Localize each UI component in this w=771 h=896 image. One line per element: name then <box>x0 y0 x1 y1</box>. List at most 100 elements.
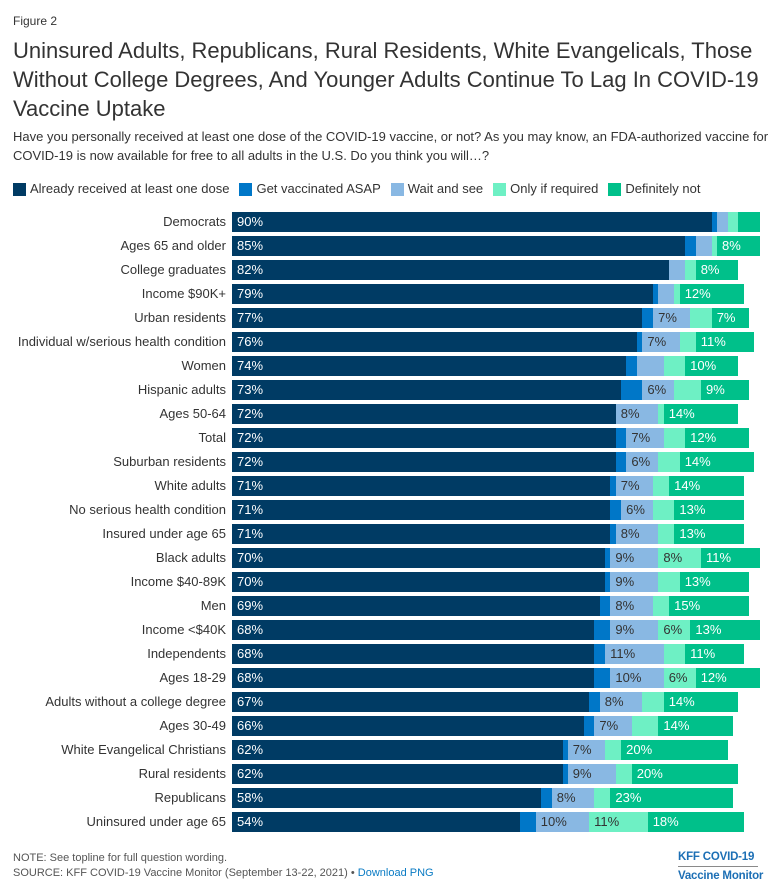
bar-segment-only-if-required[interactable] <box>711 236 717 256</box>
bar-segment-wait-and-see[interactable] <box>717 212 728 232</box>
bar-segment-wait-and-see[interactable] <box>535 812 590 832</box>
bar-segment-asap[interactable] <box>583 716 595 736</box>
bar-segment-wait-and-see[interactable] <box>605 644 664 664</box>
bar-segment-already-received[interactable] <box>232 500 611 520</box>
bar-segment-asap[interactable] <box>610 500 622 520</box>
bar-segment-only-if-required[interactable] <box>663 356 685 376</box>
bar-segment-only-if-required[interactable] <box>663 644 685 664</box>
bar-segment-already-received[interactable] <box>232 428 616 448</box>
bar-segment-definitely-not[interactable] <box>610 788 733 808</box>
bar-segment-only-if-required[interactable] <box>663 668 696 688</box>
bar-segment-only-if-required[interactable] <box>679 332 696 352</box>
bar-segment-wait-and-see[interactable] <box>567 740 606 760</box>
bar-segment-only-if-required[interactable] <box>605 740 622 760</box>
bar-segment-definitely-not[interactable] <box>679 452 755 472</box>
bar-segment-wait-and-see[interactable] <box>669 260 686 280</box>
bar-segment-wait-and-see[interactable] <box>642 332 680 352</box>
bar-segment-asap[interactable] <box>605 548 611 568</box>
bar-segment-wait-and-see[interactable] <box>637 356 664 376</box>
bar-segment-wait-and-see[interactable] <box>615 404 659 424</box>
bar-segment-already-received[interactable] <box>232 236 686 256</box>
bar-segment-definitely-not[interactable] <box>695 668 760 688</box>
bar-segment-asap[interactable] <box>599 596 611 616</box>
bar-segment-already-received[interactable] <box>232 380 622 400</box>
bar-segment-asap[interactable] <box>541 788 552 808</box>
bar-segment-only-if-required[interactable] <box>663 428 685 448</box>
bar-segment-already-received[interactable] <box>232 692 590 712</box>
bar-segment-already-received[interactable] <box>232 668 595 688</box>
bar-segment-definitely-not[interactable] <box>701 380 749 400</box>
bar-segment-already-received[interactable] <box>232 284 654 304</box>
bar-segment-only-if-required[interactable] <box>658 524 675 544</box>
bar-segment-already-received[interactable] <box>232 476 611 496</box>
bar-segment-wait-and-see[interactable] <box>615 476 654 496</box>
bar-segment-already-received[interactable] <box>232 308 643 328</box>
bar-segment-definitely-not[interactable] <box>711 308 749 328</box>
bar-segment-definitely-not[interactable] <box>701 548 760 568</box>
bar-segment-wait-and-see[interactable] <box>567 764 616 784</box>
bar-segment-asap[interactable] <box>637 332 643 352</box>
bar-segment-definitely-not[interactable] <box>685 644 744 664</box>
bar-segment-definitely-not[interactable] <box>717 236 760 256</box>
bar-segment-already-received[interactable] <box>232 212 712 232</box>
bar-segment-only-if-required[interactable] <box>658 548 701 568</box>
bar-segment-asap[interactable] <box>605 572 611 592</box>
bar-segment-definitely-not[interactable] <box>674 524 744 544</box>
bar-segment-definitely-not[interactable] <box>621 740 728 760</box>
bar-segment-only-if-required[interactable] <box>653 476 670 496</box>
bar-segment-wait-and-see[interactable] <box>626 452 659 472</box>
bar-segment-wait-and-see[interactable] <box>551 788 595 808</box>
bar-segment-definitely-not[interactable] <box>669 476 744 496</box>
bar-segment-asap[interactable] <box>653 284 659 304</box>
bar-segment-already-received[interactable] <box>232 596 600 616</box>
bar-segment-wait-and-see[interactable] <box>610 620 659 640</box>
bar-segment-already-received[interactable] <box>232 356 627 376</box>
bar-segment-already-received[interactable] <box>232 332 638 352</box>
bar-segment-already-received[interactable] <box>232 404 616 424</box>
bar-segment-only-if-required[interactable] <box>658 620 691 640</box>
bar-segment-already-received[interactable] <box>232 812 520 832</box>
bar-segment-already-received[interactable] <box>232 620 595 640</box>
bar-segment-only-if-required[interactable] <box>658 452 680 472</box>
bar-segment-asap[interactable] <box>562 764 568 784</box>
bar-segment-wait-and-see[interactable] <box>642 380 675 400</box>
bar-segment-wait-and-see[interactable] <box>610 572 659 592</box>
bar-segment-only-if-required[interactable] <box>589 812 648 832</box>
bar-segment-already-received[interactable] <box>232 524 611 544</box>
bar-segment-wait-and-see[interactable] <box>658 284 675 304</box>
bar-segment-definitely-not[interactable] <box>695 260 739 280</box>
bar-segment-asap[interactable] <box>615 428 627 448</box>
bar-segment-only-if-required[interactable] <box>653 596 670 616</box>
bar-segment-only-if-required[interactable] <box>658 404 664 424</box>
bar-segment-asap[interactable] <box>562 740 568 760</box>
bar-segment-asap[interactable] <box>610 524 616 544</box>
bar-segment-asap[interactable] <box>642 308 654 328</box>
bar-segment-already-received[interactable] <box>232 740 563 760</box>
bar-segment-asap[interactable] <box>685 236 696 256</box>
kff-logo[interactable]: KFF COVID-19 Vaccine Monitor <box>678 850 763 883</box>
bar-segment-asap[interactable] <box>711 212 717 232</box>
bar-segment-asap[interactable] <box>594 668 611 688</box>
bar-segment-already-received[interactable] <box>232 260 670 280</box>
bar-segment-only-if-required[interactable] <box>631 716 659 736</box>
bar-segment-only-if-required[interactable] <box>727 212 739 232</box>
bar-segment-definitely-not[interactable] <box>679 284 744 304</box>
bar-segment-wait-and-see[interactable] <box>653 308 691 328</box>
bar-segment-asap[interactable] <box>519 812 536 832</box>
bar-segment-definitely-not[interactable] <box>663 692 739 712</box>
legend-item-asap[interactable]: Get vaccinated ASAP <box>239 181 381 197</box>
bar-segment-wait-and-see[interactable] <box>599 692 643 712</box>
bar-segment-definitely-not[interactable] <box>685 428 750 448</box>
bar-segment-only-if-required[interactable] <box>690 308 712 328</box>
bar-segment-only-if-required[interactable] <box>653 500 675 520</box>
bar-segment-asap[interactable] <box>594 620 611 640</box>
bar-segment-wait-and-see[interactable] <box>610 668 664 688</box>
bar-segment-already-received[interactable] <box>232 548 606 568</box>
bar-segment-wait-and-see[interactable] <box>621 500 654 520</box>
bar-segment-asap[interactable] <box>610 476 616 496</box>
bar-segment-already-received[interactable] <box>232 716 584 736</box>
bar-segment-already-received[interactable] <box>232 644 595 664</box>
bar-segment-asap[interactable] <box>626 356 638 376</box>
bar-segment-definitely-not[interactable] <box>663 404 739 424</box>
bar-segment-definitely-not[interactable] <box>674 500 744 520</box>
